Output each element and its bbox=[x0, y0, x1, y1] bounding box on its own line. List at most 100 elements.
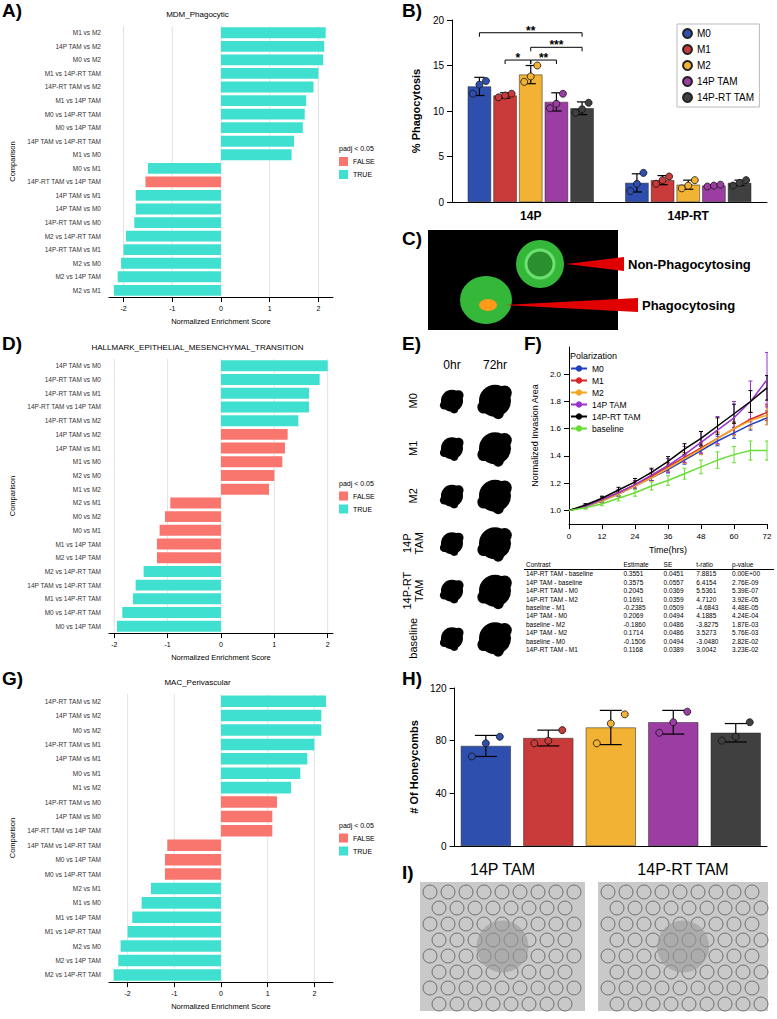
svg-text:M0: M0 bbox=[697, 28, 711, 39]
svg-text:14P: 14P bbox=[520, 209, 541, 223]
svg-text:M1: M1 bbox=[592, 376, 604, 386]
svg-text:M0 vs 14P TAM: M0 vs 14P TAM bbox=[55, 124, 101, 131]
svg-text:M2 vs 14P TAM: M2 vs 14P TAM bbox=[55, 554, 101, 561]
svg-text:1: 1 bbox=[268, 305, 272, 312]
svg-text:120: 120 bbox=[430, 683, 447, 694]
svg-text:14P TAM vs 14P-RT TAM: 14P TAM vs 14P-RT TAM bbox=[27, 582, 101, 589]
svg-text:M2: M2 bbox=[697, 60, 711, 71]
svg-text:TRUE: TRUE bbox=[353, 848, 372, 855]
svg-text:M1: M1 bbox=[407, 441, 419, 456]
svg-text:0: 0 bbox=[438, 197, 444, 208]
svg-text:14P TAM vs M0: 14P TAM vs M0 bbox=[55, 362, 101, 369]
svg-text:M0 vs M1: M0 vs M1 bbox=[73, 165, 102, 172]
svg-text:# Of Honeycombs: # Of Honeycombs bbox=[408, 720, 420, 814]
svg-text:14P TAM vs M0: 14P TAM vs M0 bbox=[55, 813, 101, 820]
svg-text:-1: -1 bbox=[165, 641, 171, 648]
svg-text:14P-RT TAM: 14P-RT TAM bbox=[637, 861, 728, 878]
svg-text:14P-RT: 14P-RT bbox=[401, 572, 413, 610]
svg-text:% Phagocytosis: % Phagocytosis bbox=[410, 69, 422, 153]
svg-text:14P-RT TAM vs 14P TAM: 14P-RT TAM vs 14P TAM bbox=[27, 403, 101, 410]
svg-text:M2: M2 bbox=[592, 388, 604, 398]
svg-text:2: 2 bbox=[326, 641, 330, 648]
svg-text:M2 vs M1: M2 vs M1 bbox=[73, 287, 102, 294]
svg-text:1.2: 1.2 bbox=[550, 479, 562, 488]
svg-text:M1 vs 14P TAM: M1 vs 14P TAM bbox=[55, 97, 101, 104]
svg-text:M2 vs M1: M2 vs M1 bbox=[73, 499, 102, 506]
svg-text:0hr: 0hr bbox=[443, 358, 460, 372]
svg-text:1.6: 1.6 bbox=[550, 424, 562, 433]
svg-text:M0: M0 bbox=[407, 393, 419, 408]
svg-text:14P-RT TAM vs M2: 14P-RT TAM vs M2 bbox=[45, 417, 102, 424]
svg-text:14P-RT TAM vs M0: 14P-RT TAM vs M0 bbox=[45, 799, 102, 806]
svg-text:M1 vs 14P TAM: M1 vs 14P TAM bbox=[55, 541, 101, 548]
svg-text:M1 vs 14P-RT TAM: M1 vs 14P-RT TAM bbox=[45, 928, 101, 935]
svg-text:M1 vs 14P-RT TAM: M1 vs 14P-RT TAM bbox=[45, 70, 101, 77]
svg-text:M2 vs 14P TAM: M2 vs 14P TAM bbox=[55, 273, 101, 280]
svg-text:M0 vs 14P TAM: M0 vs 14P TAM bbox=[55, 623, 101, 630]
svg-text:Comparison: Comparison bbox=[8, 818, 17, 858]
svg-text:M2 vs 14P-RT TAM: M2 vs 14P-RT TAM bbox=[45, 233, 101, 240]
svg-text:-1: -1 bbox=[169, 305, 175, 312]
svg-text:0: 0 bbox=[441, 841, 447, 852]
svg-text:Comparison: Comparison bbox=[8, 141, 17, 181]
svg-text:14P-RT TAM vs M0: 14P-RT TAM vs M0 bbox=[45, 219, 102, 226]
svg-text:TRUE: TRUE bbox=[353, 506, 372, 513]
svg-text:80: 80 bbox=[435, 735, 447, 746]
svg-text:14P-RT TAM vs M1: 14P-RT TAM vs M1 bbox=[45, 246, 102, 253]
svg-text:M1 vs 14P TAM: M1 vs 14P TAM bbox=[55, 914, 101, 921]
svg-text:14P-RT TAM vs 14P TAM: 14P-RT TAM vs 14P TAM bbox=[27, 827, 101, 834]
svg-text:M2 vs M0: M2 vs M0 bbox=[73, 260, 102, 267]
svg-text:0: 0 bbox=[219, 641, 223, 648]
svg-text:14P TAM vs M1: 14P TAM vs M1 bbox=[55, 192, 101, 199]
svg-text:M2 vs M0: M2 vs M0 bbox=[73, 943, 102, 950]
svg-text:-1: -1 bbox=[171, 990, 177, 997]
svg-text:**: ** bbox=[539, 51, 549, 65]
svg-text:1: 1 bbox=[272, 641, 276, 648]
svg-text:Normalized Invasion Area: Normalized Invasion Area bbox=[530, 384, 540, 487]
svg-text:M2 vs 14P TAM: M2 vs 14P TAM bbox=[55, 957, 101, 964]
svg-text:14P-RT TAM vs M2: 14P-RT TAM vs M2 bbox=[45, 83, 102, 90]
svg-text:MAC_Perivascular: MAC_Perivascular bbox=[164, 678, 231, 687]
svg-text:M1: M1 bbox=[697, 44, 711, 55]
svg-text:M0 vs M1: M0 vs M1 bbox=[73, 770, 102, 777]
svg-text:M0 vs 14P TAM: M0 vs 14P TAM bbox=[55, 856, 101, 863]
svg-text:14P-RT TAM vs 14P TAM: 14P-RT TAM vs 14P TAM bbox=[27, 178, 101, 185]
svg-text:60: 60 bbox=[730, 532, 739, 541]
svg-text:FALSE: FALSE bbox=[353, 835, 375, 842]
svg-text:TAM: TAM bbox=[413, 580, 425, 602]
svg-text:M1 vs 14P-RT TAM: M1 vs 14P-RT TAM bbox=[45, 595, 101, 602]
svg-text:padj < 0.05: padj < 0.05 bbox=[339, 145, 374, 153]
svg-text:M2: M2 bbox=[407, 488, 419, 503]
svg-text:14P TAM vs 14P-RT TAM: 14P TAM vs 14P-RT TAM bbox=[27, 138, 101, 145]
svg-text:14P-RT: 14P-RT bbox=[668, 209, 710, 223]
svg-text:Normalized Enrichment Score: Normalized Enrichment Score bbox=[171, 1002, 271, 1011]
svg-text:FALSE: FALSE bbox=[353, 493, 375, 500]
svg-text:-2: -2 bbox=[120, 305, 126, 312]
svg-text:1.8: 1.8 bbox=[550, 397, 562, 406]
svg-text:12: 12 bbox=[598, 532, 607, 541]
svg-text:1.4: 1.4 bbox=[550, 451, 562, 460]
svg-text:0: 0 bbox=[567, 532, 572, 541]
svg-text:M1 vs M2: M1 vs M2 bbox=[73, 486, 102, 493]
svg-text:M0 vs 14P-RT TAM: M0 vs 14P-RT TAM bbox=[45, 871, 101, 878]
svg-text:M2 vs M0: M2 vs M0 bbox=[73, 472, 102, 479]
svg-text:14P: 14P bbox=[401, 533, 413, 553]
svg-text:padj < 0.05: padj < 0.05 bbox=[339, 822, 374, 830]
svg-text:Comparison: Comparison bbox=[8, 476, 17, 516]
svg-text:14P TAM vs 14P-RT TAM: 14P TAM vs 14P-RT TAM bbox=[27, 842, 101, 849]
svg-text:baseline: baseline bbox=[592, 424, 624, 434]
svg-text:2.0: 2.0 bbox=[550, 370, 562, 379]
svg-text:14P-RT TAM: 14P-RT TAM bbox=[697, 92, 754, 103]
svg-text:MDM_Phagocytic: MDM_Phagocytic bbox=[166, 10, 229, 19]
svg-text:baseline: baseline bbox=[407, 618, 419, 659]
svg-text:***: *** bbox=[549, 38, 563, 52]
svg-text:14P-RT TAM vs M1: 14P-RT TAM vs M1 bbox=[45, 741, 102, 748]
svg-text:HALLMARK_EPITHELIAL_MESENCHYMA: HALLMARK_EPITHELIAL_MESENCHYMAL_TRANSITI… bbox=[91, 343, 303, 352]
svg-text:14P TAM vs M1: 14P TAM vs M1 bbox=[55, 755, 101, 762]
svg-text:10: 10 bbox=[433, 106, 445, 117]
svg-text:M1 vs M2: M1 vs M2 bbox=[73, 784, 102, 791]
svg-text:**: ** bbox=[526, 24, 536, 38]
svg-text:14P TAM: 14P TAM bbox=[592, 400, 627, 410]
svg-text:M1 vs M0: M1 vs M0 bbox=[73, 458, 102, 465]
svg-text:M1 vs M2: M1 vs M2 bbox=[73, 29, 102, 36]
